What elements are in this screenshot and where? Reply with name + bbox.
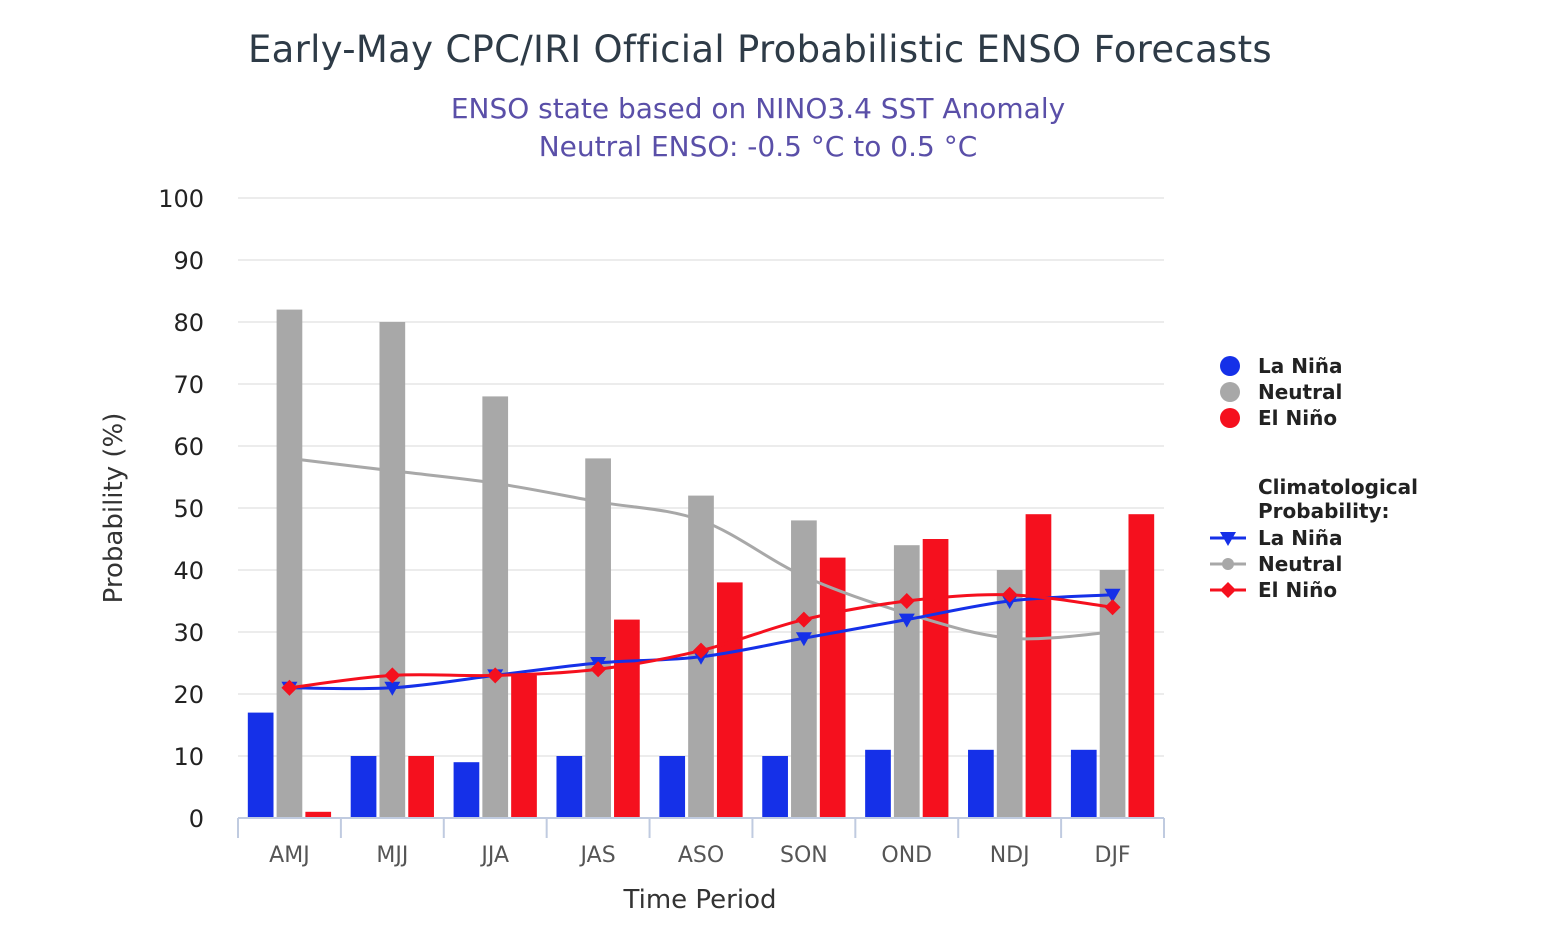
climatology-line-neutral: [289, 456, 1113, 641]
climatology-point-el-nino: [1104, 599, 1121, 616]
bar-el-nino: [614, 619, 640, 818]
x-axis-title: Time Period: [623, 885, 777, 915]
y-tick-label: 60: [173, 433, 204, 461]
climatology-point-el-nino: [384, 667, 401, 684]
bar-el-nino: [305, 811, 332, 818]
bar-neutral: [893, 545, 920, 818]
climatology-point-el-nino: [693, 642, 709, 659]
y-tick-label: 70: [173, 371, 204, 399]
x-tick-label: SON: [780, 843, 828, 868]
climatology-point-la-nina: [795, 632, 812, 647]
climatology-point-el-nino: [898, 593, 915, 609]
bar-el-nino: [1025, 514, 1052, 818]
bar-la-nina: [865, 749, 891, 818]
y-tick-label: 20: [173, 681, 204, 709]
bar-el-nino: [716, 582, 743, 818]
bar-la-nina: [1070, 749, 1097, 818]
bar-el-nino: [511, 675, 537, 818]
bar-neutral: [276, 309, 303, 818]
legend-line-marker-neutral: [1222, 558, 1234, 570]
bar-la-nina: [968, 749, 994, 818]
bars-layer: [247, 309, 1155, 818]
climatology-point-el-nino: [795, 611, 812, 628]
climatology-point-el-nino: [281, 679, 298, 696]
y-tick-label: 90: [173, 247, 204, 275]
bar-neutral: [482, 396, 509, 818]
y-tick-label: 100: [158, 185, 204, 213]
bar-la-nina: [762, 756, 788, 818]
climatology-point-la-nina: [1104, 588, 1121, 603]
y-tick-label: 40: [173, 557, 204, 585]
y-tick-label: 50: [173, 495, 204, 523]
chart-subtitle-line-1: ENSO state based on NINO3.4 SST Anomaly: [450, 92, 1066, 125]
legend-line-marker-la-nina: [1220, 532, 1236, 546]
legend-marker-la-nina: [1220, 356, 1240, 376]
climatology-lines-layer: [281, 456, 1121, 696]
legend-marker-el-nino: [1220, 408, 1240, 428]
legend-line-label-neutral: Neutral: [1258, 552, 1342, 576]
legend-line-label-la-nina: La Niña: [1258, 526, 1343, 550]
climatology-point-el-nino: [487, 667, 504, 684]
x-tick-label: JJA: [479, 843, 509, 868]
climatology-point-la-nina: [384, 681, 401, 696]
x-tick-label: AMJ: [269, 843, 310, 868]
legend-label-el-nino: El Niño: [1258, 406, 1337, 430]
legend-line-label-el-nino: El Niño: [1258, 578, 1337, 602]
bar-el-nino: [1128, 514, 1155, 818]
x-tick-label: JAS: [579, 843, 616, 868]
legend-label-la-nina: La Niña: [1258, 354, 1343, 378]
x-tick-label: DJF: [1095, 843, 1131, 868]
bar-el-nino: [408, 756, 434, 818]
bar-la-nina: [556, 756, 583, 818]
climatology-point-el-nino: [590, 661, 607, 678]
climatology-point-la-nina: [898, 613, 915, 628]
legend-climatology-heading: Climatological: [1258, 475, 1418, 499]
legend-marker-neutral: [1220, 382, 1240, 402]
bar-el-nino: [922, 539, 949, 818]
bar-neutral: [996, 570, 1023, 818]
axes-layer: 0 10 20 30 40 50 60 70 80 90 100 AMJ MJJ JJA JAS ASO SON…: [158, 185, 1165, 868]
y-tick-label: 80: [173, 309, 204, 337]
bar-la-nina: [247, 712, 274, 818]
y-tick-label: 10: [173, 743, 204, 771]
y-tick-label: 0: [189, 805, 204, 833]
chart-title: Early-May CPC/IRI Official Probabilistic…: [247, 28, 1273, 71]
y-tick-label: 30: [173, 619, 204, 647]
bar-la-nina: [350, 756, 377, 818]
y-axis-title: Probability (%): [99, 413, 129, 604]
bar-neutral: [585, 458, 611, 818]
x-tick-label: MJJ: [376, 843, 408, 868]
bar-neutral: [791, 520, 817, 818]
x-tick-label: OND: [881, 843, 932, 868]
bar-la-nina: [659, 756, 686, 818]
bar-neutral: [379, 322, 406, 818]
x-tick-label: NDJ: [990, 843, 1030, 868]
chart-subtitle-line-2: Neutral ENSO: -0.5 °C to 0.5 °C: [538, 130, 978, 163]
bar-la-nina: [453, 762, 480, 818]
climatology-point-el-nino: [1001, 586, 1018, 603]
legend-climatology-heading-line-2: Probability:: [1258, 499, 1390, 523]
legend-line-marker-el-nino: [1220, 582, 1236, 598]
legend-label-neutral: Neutral: [1258, 380, 1342, 404]
bar-el-nino: [819, 557, 846, 818]
x-tick-label: ASO: [678, 843, 724, 868]
